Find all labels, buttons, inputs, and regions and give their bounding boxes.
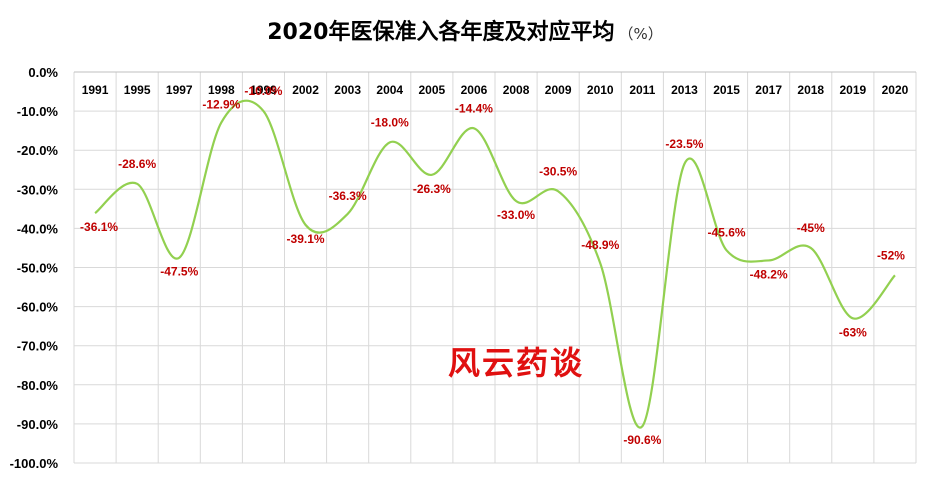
data-label: -45.6%: [708, 225, 746, 239]
data-label: -23.5%: [665, 137, 703, 151]
x-tick-label: 2019: [839, 83, 866, 97]
x-tick-label: 2002: [292, 83, 319, 97]
data-label: -63%: [839, 325, 867, 339]
y-tick-label: -30.0%: [17, 182, 59, 197]
x-tick-label: 2003: [334, 83, 361, 97]
data-label: -36.3%: [329, 189, 367, 203]
y-tick-label: -100.0%: [10, 456, 59, 471]
x-tick-label: 2011: [629, 83, 655, 97]
x-tick-label: 1998: [208, 83, 235, 97]
x-tick-label: 2009: [545, 83, 572, 97]
x-tick-label: 2005: [418, 83, 445, 97]
data-label: -47.5%: [160, 265, 198, 279]
data-label: -14.4%: [455, 101, 493, 115]
x-tick-label: 2020: [882, 83, 909, 97]
chart-title-text: 2020年医保准入各年度及对应平均: [267, 20, 615, 45]
watermark-text: 风云药谈: [448, 344, 585, 382]
y-tick-label: -90.0%: [17, 417, 59, 432]
x-tick-label: 1991: [82, 83, 109, 97]
x-tick-label: 2008: [503, 83, 530, 97]
data-label: -28.6%: [118, 157, 156, 171]
x-tick-label: 1997: [166, 83, 193, 97]
data-label: -52%: [877, 248, 905, 262]
y-tick-label: -60.0%: [17, 300, 59, 315]
data-label: -36.1%: [80, 220, 118, 234]
y-tick-label: -20.0%: [17, 143, 59, 158]
y-tick-label: -10.0%: [17, 104, 59, 119]
data-label: -90.6%: [623, 433, 661, 447]
series-line: [94, 99, 896, 429]
y-tick-label: 0.0%: [28, 65, 58, 80]
x-tick-label: 2006: [461, 83, 488, 97]
x-tick-label: 1999: [250, 83, 277, 97]
chart-title: 2020年医保准入各年度及对应平均 （%）: [0, 14, 930, 46]
data-label: -26.3%: [413, 182, 451, 196]
data-label: -33.0%: [497, 208, 535, 222]
data-label: -45%: [797, 221, 825, 235]
data-label: -39.1%: [287, 232, 325, 246]
data-label: -18.0%: [371, 115, 409, 129]
data-label: -30.5%: [539, 164, 577, 178]
data-label: -12.9%: [202, 97, 240, 111]
y-tick-label: -50.0%: [17, 261, 59, 276]
x-tick-label: 2004: [376, 83, 403, 97]
chart-title-unit: （%）: [618, 25, 663, 43]
y-tick-label: -40.0%: [17, 221, 59, 236]
x-tick-label: 2010: [587, 83, 614, 97]
data-label: -48.2%: [750, 267, 788, 281]
x-tick-label: 2015: [713, 83, 740, 97]
x-tick-label: 2013: [671, 83, 698, 97]
x-tick-label: 1995: [124, 83, 151, 97]
x-tick-label: 2017: [755, 83, 782, 97]
data-label: -10.0%: [244, 84, 282, 98]
x-tick-label: 2018: [797, 83, 824, 97]
y-tick-label: -70.0%: [17, 339, 59, 354]
data-label: -48.9%: [581, 238, 619, 252]
y-tick-label: -80.0%: [17, 378, 59, 393]
